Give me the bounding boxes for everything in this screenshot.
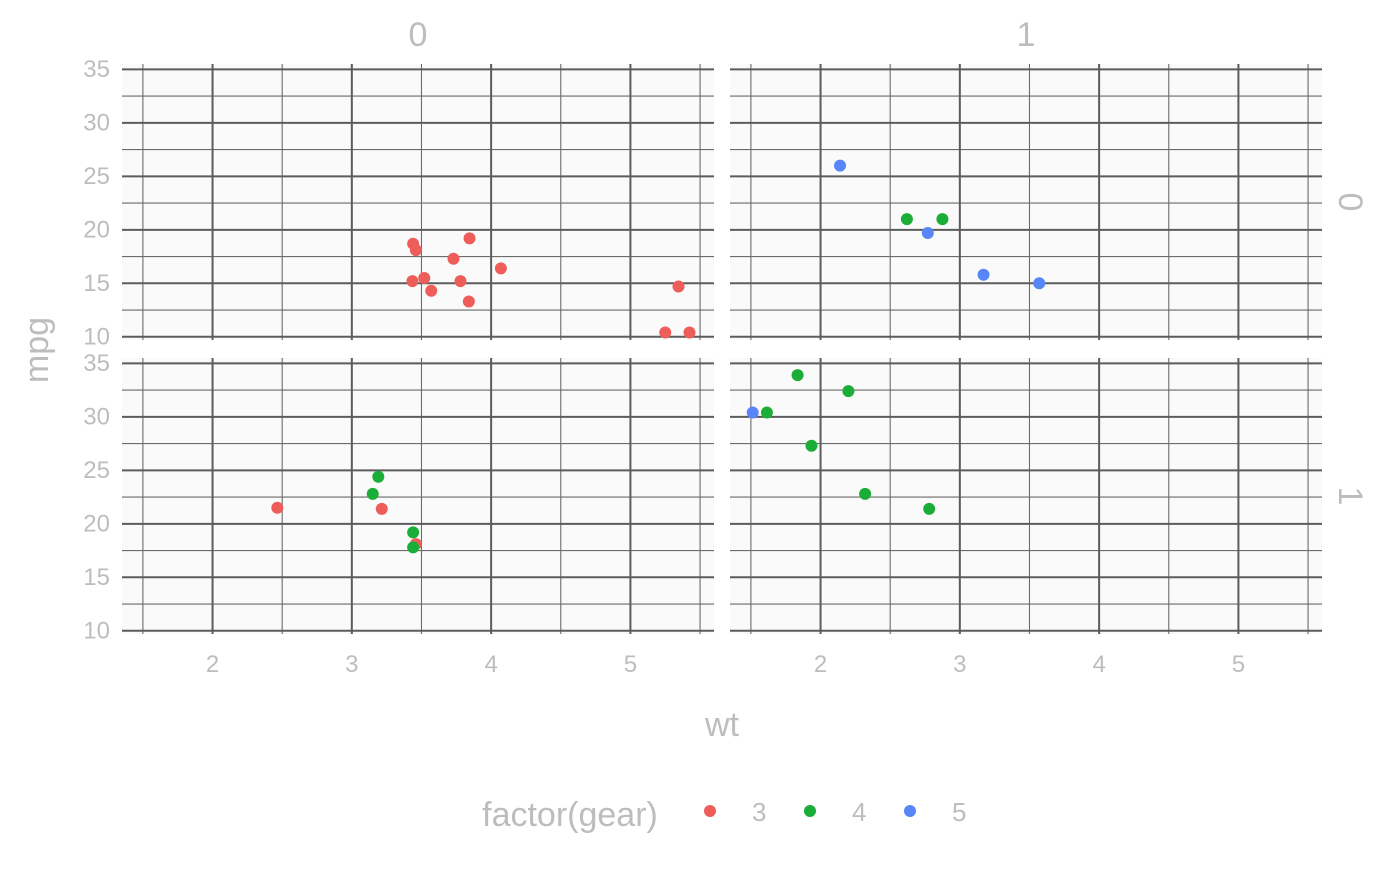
- data-point-gear-4: [407, 526, 420, 539]
- data-point-gear-4: [936, 213, 949, 226]
- y-tick-label: 35: [83, 56, 110, 83]
- legend-title: factor(gear): [482, 796, 658, 834]
- data-point-gear-3: [447, 252, 460, 265]
- data-point-gear-3: [659, 326, 672, 339]
- data-point-gear-3: [462, 295, 475, 308]
- panel-background: [730, 358, 1322, 634]
- panel-r0-c0: [122, 64, 714, 340]
- data-point-gear-4: [923, 502, 936, 515]
- points-r1-c1: [746, 369, 936, 515]
- data-point-gear-3: [683, 326, 696, 339]
- data-point-gear-5: [977, 268, 990, 281]
- panel-r1-c0: [122, 358, 714, 634]
- data-point-gear-3: [494, 262, 507, 275]
- legend-key-gear-3: [704, 805, 716, 817]
- data-point-gear-3: [409, 244, 422, 257]
- data-point-gear-5: [746, 406, 759, 419]
- panel-background: [122, 64, 714, 340]
- y-tick-label: 15: [83, 270, 110, 297]
- y-tick-label: 10: [83, 617, 110, 644]
- data-point-gear-3: [672, 280, 685, 293]
- y-tick-label: 20: [83, 216, 110, 243]
- data-point-gear-3: [454, 275, 467, 288]
- legend-key-label: 5: [952, 797, 966, 827]
- data-point-gear-4: [407, 541, 420, 554]
- y-tick-label: 30: [83, 403, 110, 430]
- data-point-gear-4: [760, 406, 773, 419]
- points-r0-c1: [834, 159, 1046, 290]
- points-r1-c0: [271, 470, 422, 554]
- data-point-gear-4: [366, 487, 379, 500]
- data-point-gear-3: [425, 284, 438, 297]
- panels-layer: [122, 64, 1322, 634]
- data-point-gear-5: [1033, 277, 1046, 290]
- y-tick-label: 30: [83, 109, 110, 136]
- data-point-gear-4: [372, 470, 385, 483]
- legend-key-gear-5: [904, 805, 916, 817]
- data-point-gear-3: [463, 232, 476, 245]
- data-point-gear-3: [418, 271, 431, 284]
- panel-background: [122, 358, 714, 634]
- column-strip-label: 1: [1017, 16, 1036, 54]
- row-strip-label: 1: [1331, 487, 1369, 506]
- column-strip-label: 0: [409, 16, 428, 54]
- data-point-gear-3: [271, 501, 284, 514]
- x-tick-label: 2: [206, 651, 219, 678]
- legend: factor(gear) 3 4 5: [482, 796, 966, 834]
- y-tick-label: 25: [83, 163, 110, 190]
- x-tick-label: 2: [814, 651, 827, 678]
- x-tick-label: 3: [953, 651, 966, 678]
- points-r0-c0: [406, 232, 696, 339]
- y-tick-label: 10: [83, 323, 110, 350]
- data-point-gear-4: [900, 213, 913, 226]
- x-tick-label: 3: [345, 651, 358, 678]
- y-tick-label: 25: [83, 457, 110, 484]
- x-tick-label: 5: [1232, 651, 1245, 678]
- data-point-gear-3: [375, 502, 388, 515]
- data-point-gear-4: [805, 439, 818, 452]
- row-strip-label: 0: [1331, 193, 1369, 212]
- data-point-gear-4: [842, 385, 855, 398]
- data-point-gear-4: [791, 369, 804, 382]
- data-point-gear-5: [921, 227, 934, 240]
- panel-r0-c1: [730, 64, 1322, 340]
- y-tick-label: 20: [83, 510, 110, 537]
- panel-background: [730, 64, 1322, 340]
- y-axis-title: mpg: [18, 317, 56, 383]
- data-point-gear-4: [859, 487, 872, 500]
- legend-key-label: 3: [752, 797, 766, 827]
- legend-key-gear-4: [804, 805, 816, 817]
- panel-r1-c1: [730, 358, 1322, 634]
- x-tick-label: 5: [624, 651, 637, 678]
- legend-key-label: 4: [852, 797, 866, 827]
- data-point-gear-3: [406, 275, 419, 288]
- x-tick-label: 4: [484, 651, 497, 678]
- x-axis-title: wt: [704, 706, 740, 744]
- x-tick-label: 4: [1092, 651, 1105, 678]
- data-point-gear-5: [834, 159, 847, 172]
- y-tick-label: 35: [83, 350, 110, 377]
- y-tick-label: 15: [83, 564, 110, 591]
